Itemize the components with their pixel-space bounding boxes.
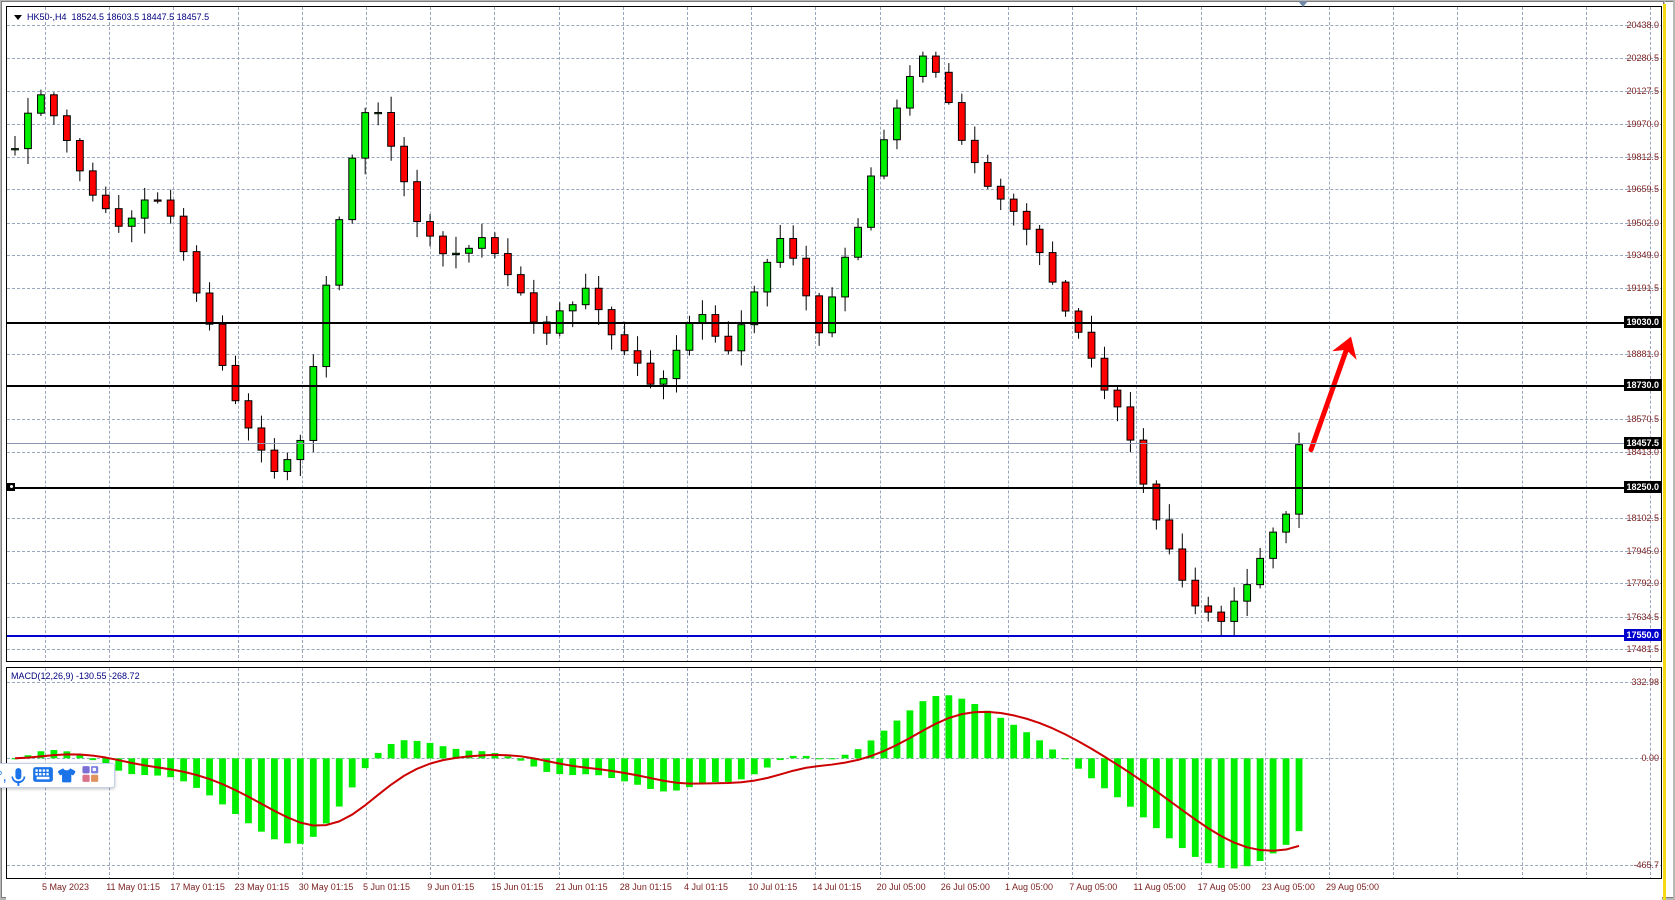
svg-text:°,: °, xyxy=(0,769,7,785)
